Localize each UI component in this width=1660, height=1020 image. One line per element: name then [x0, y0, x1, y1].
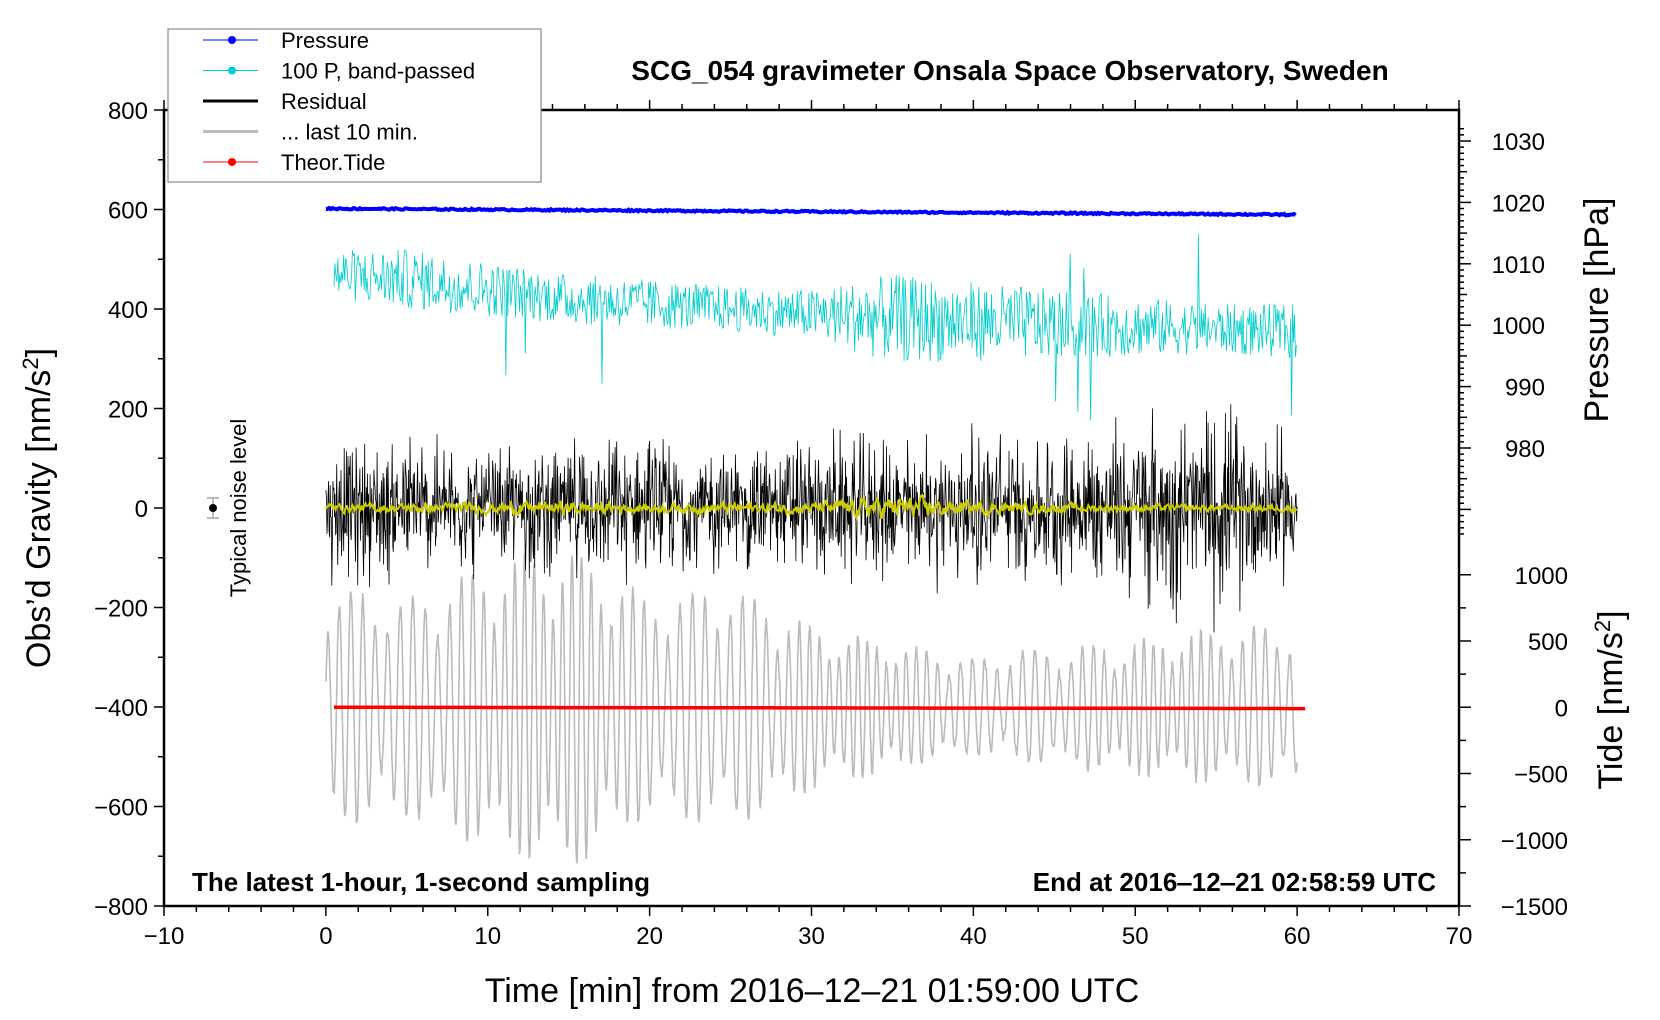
- y-tick-label: −600: [94, 795, 148, 822]
- x-tick-label: 40: [960, 923, 987, 950]
- pressure-tick-label: 990: [1505, 375, 1545, 402]
- legend-entry: Theor.Tide: [203, 150, 385, 175]
- y-tick-label: −400: [94, 695, 148, 722]
- noise-dot: [209, 504, 217, 512]
- tide-tick-label: 1000: [1515, 563, 1568, 590]
- legend-label: ... last 10 min.: [281, 120, 418, 145]
- pressure-tick-label: 1010: [1492, 252, 1545, 279]
- chart-title: SCG_054 gravimeter Onsala Space Observat…: [631, 55, 1388, 86]
- x-tick-label: 10: [474, 923, 501, 950]
- legend-dot-icon: [228, 158, 236, 166]
- annotation-left: The latest 1‑hour, 1‑second sampling: [192, 867, 650, 897]
- y-tick-label: 0: [135, 496, 148, 523]
- legend-entry: ... last 10 min.: [203, 120, 418, 145]
- legend-label: Residual: [281, 89, 367, 114]
- x-tick-label: 20: [636, 923, 663, 950]
- y-tick-label: 600: [108, 198, 148, 225]
- x-tick-label: 50: [1122, 923, 1149, 950]
- pressure-tick-label: 1000: [1492, 313, 1545, 340]
- axis-ticks: −10 0 10 20 30 40 50 60 708006004002000−200−400−…: [94, 98, 1568, 950]
- pressure-tick-label: 1030: [1492, 129, 1545, 156]
- tide-axis-label-sup: 2: [1590, 620, 1615, 632]
- tide-tick-label: −500: [1514, 762, 1568, 789]
- y-tick-label: −200: [94, 596, 148, 623]
- tide-axis-label-end: ]: [1592, 610, 1630, 619]
- y-axis-label-end: ]: [20, 348, 58, 357]
- legend-label: Theor.Tide: [281, 150, 385, 175]
- y-tick-label: 200: [108, 397, 148, 424]
- x-tick-label: −10: [144, 923, 185, 950]
- legend-label: Pressure: [281, 28, 369, 53]
- annotation-right: End at 2016‒12‒21 02:58:59 UTC: [1033, 867, 1436, 897]
- tide-tick-label: −1500: [1501, 894, 1568, 921]
- pressure-tick-label: 1020: [1492, 190, 1545, 217]
- x-tick-label: 0: [319, 923, 332, 950]
- y-tick-label: 800: [108, 98, 148, 125]
- legend-label: 100 P, band‑passed: [281, 59, 475, 84]
- series-last-10-min: [325, 552, 1298, 864]
- x-tick-label: 60: [1284, 923, 1311, 950]
- x-tick-label: 30: [798, 923, 825, 950]
- plot-frame: [162, 108, 1461, 908]
- y-axis-label-text: Obs’d Gravity [nm/s: [20, 370, 58, 669]
- series-pressure: [325, 205, 1297, 218]
- series-residual-smoothed: [324, 493, 1298, 522]
- x-tick-label: 70: [1446, 923, 1473, 950]
- y-tick-label: 400: [108, 297, 148, 324]
- legend: Pressure 100 P, band‑passed Residual ... la…: [167, 28, 542, 183]
- x-axis-label: Time [min] from 2016‒12‒21 01:59:00 UTC: [485, 972, 1140, 1010]
- tide-axis-label-text: Tide [nm/s: [1592, 632, 1630, 789]
- series-theoretical-tide: [334, 705, 1306, 711]
- y-axis-label-sup: 2: [18, 357, 43, 369]
- series-band-passed-pressure: [333, 234, 1297, 421]
- noise-level-marker: Typical noise level: [207, 419, 251, 598]
- pressure-tick-label: 980: [1505, 436, 1545, 463]
- legend-box: [167, 28, 542, 183]
- plot-area: [324, 205, 1306, 864]
- legend-entry: Residual: [203, 89, 367, 114]
- y-axis-label: Obs’d Gravity [nm/s2]: [18, 348, 58, 668]
- tide-tick-label: 0: [1555, 695, 1568, 722]
- legend-entry: Pressure: [203, 28, 369, 53]
- legend-dot-icon: [228, 66, 236, 75]
- legend-entry: 100 P, band‑passed: [203, 59, 475, 84]
- tide-tick-label: −1000: [1501, 828, 1568, 855]
- tide-axis-label: Tide [nm/s2]: [1590, 610, 1630, 789]
- noise-label: Typical noise level: [226, 419, 251, 598]
- legend-dot-icon: [228, 36, 236, 44]
- tide-tick-label: 500: [1528, 629, 1568, 656]
- pressure-axis-label: Pressure [hPa]: [1578, 198, 1616, 423]
- y-tick-label: −800: [94, 894, 148, 921]
